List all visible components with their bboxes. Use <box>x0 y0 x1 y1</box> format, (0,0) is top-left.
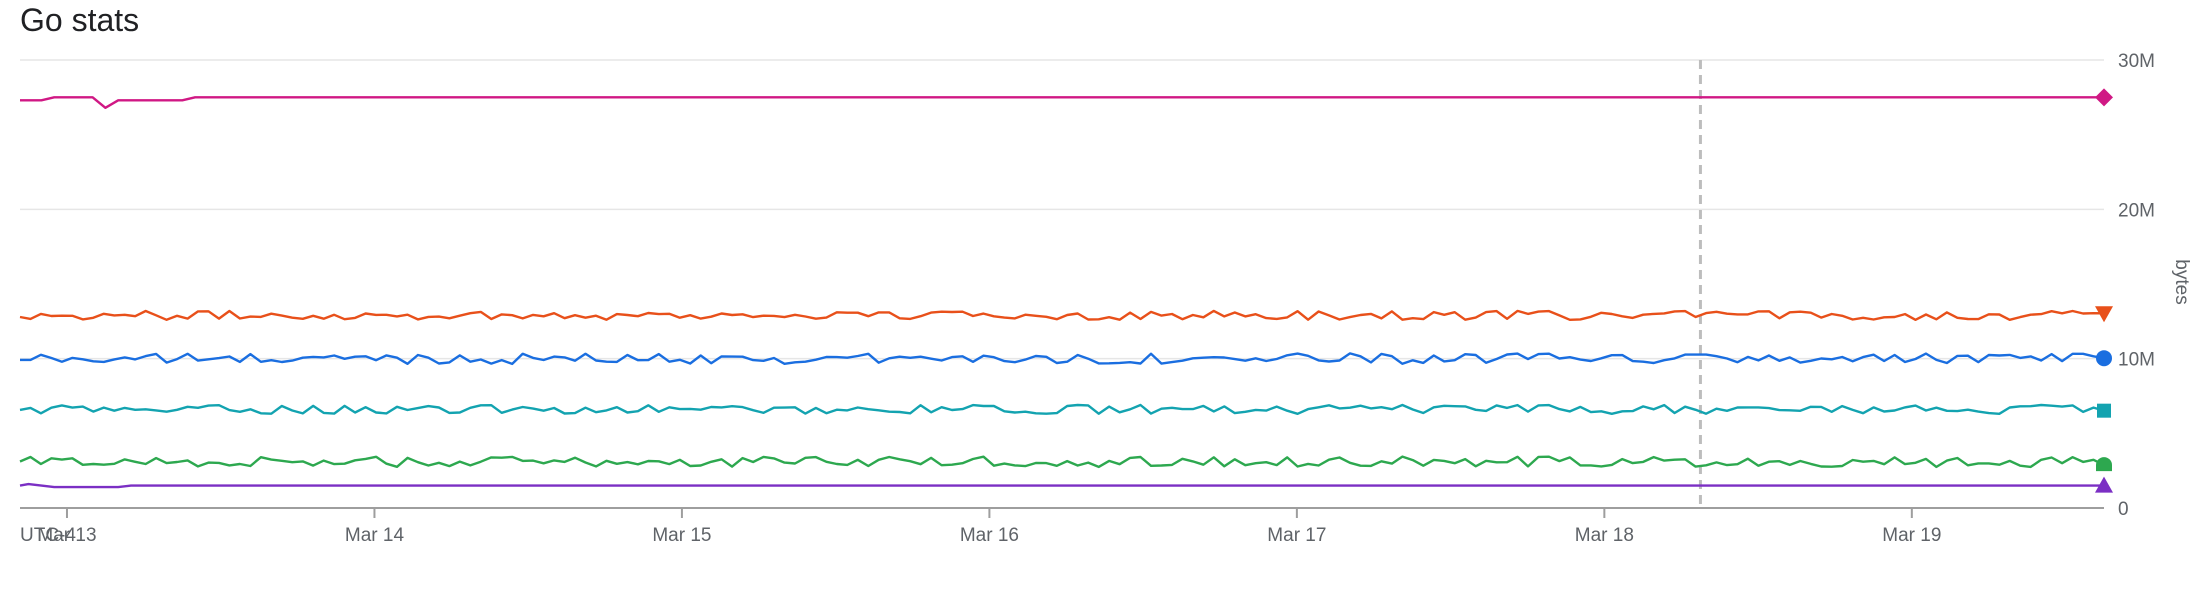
gridlines <box>20 59 2104 509</box>
timezone-label: UTC-4 <box>20 525 76 546</box>
series-line[interactable] <box>19 309 2105 321</box>
series-end-marker[interactable] <box>2095 88 2113 107</box>
series-end-marker[interactable] <box>2096 457 2112 472</box>
x-tick-label: Mar 15 <box>652 525 711 546</box>
x-tick-label: Mar 18 <box>1575 525 1634 546</box>
series-line[interactable] <box>20 96 2104 110</box>
series-lines[interactable] <box>19 96 2105 489</box>
y-tick-label: 0 <box>2118 499 2129 520</box>
y-axis: 0 10M 20M 30M <box>2118 51 2155 520</box>
x-tick-label: Mar 13 <box>37 525 96 546</box>
series-end-marker[interactable] <box>2095 306 2113 323</box>
series-end-marker[interactable] <box>2097 403 2111 418</box>
chart-title: Go stats <box>20 2 140 38</box>
x-tick-label: Mar 17 <box>1267 525 1326 546</box>
y-tick-label: 30M <box>2118 51 2155 72</box>
series-end-markers[interactable] <box>2095 88 2113 493</box>
x-axis: Mar 13 Mar 14 Mar 15 Mar 16 Mar 17 Mar 18 Mar … <box>37 508 1941 546</box>
series-line[interactable] <box>20 352 2105 366</box>
series-line[interactable] <box>19 482 2104 489</box>
x-tick-label: Mar 14 <box>345 525 405 546</box>
y-axis-label: bytes <box>2171 259 2192 304</box>
y-tick-label: 10M <box>2118 350 2155 371</box>
series-line[interactable] <box>19 403 2105 415</box>
x-tick-label: Mar 16 <box>960 525 1019 546</box>
x-tick-label: Mar 19 <box>1882 525 1941 546</box>
series-end-marker[interactable] <box>2095 476 2113 493</box>
series-line[interactable] <box>19 455 2105 469</box>
series-end-marker[interactable] <box>2096 350 2112 367</box>
y-tick-label: 20M <box>2118 200 2155 221</box>
